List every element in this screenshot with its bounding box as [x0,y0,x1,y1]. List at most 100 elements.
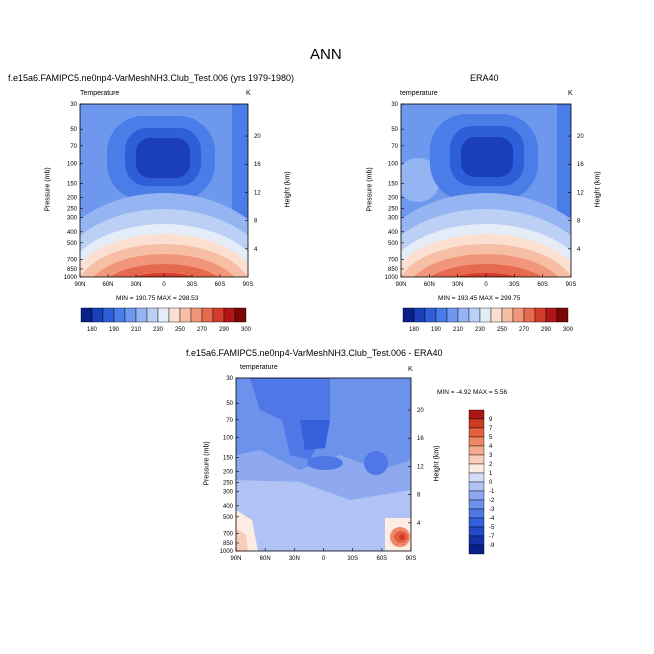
p1-ytick-label: 100 [67,161,78,167]
p3-colorbar-label: 0 [489,480,493,486]
p2-xtick-label: 60N [424,282,435,288]
p1-colorbar-swatch [124,307,137,323]
p3-colorbar-swatch [468,454,485,465]
panel3-y2label: Height (km) [433,445,441,482]
p2-ytick-label: 400 [388,230,399,236]
p2-xtick-label: 90S [566,282,577,288]
p2-colorbar-swatch [490,307,503,323]
p2-colorbar-swatch [534,307,547,323]
p1-colorbar-swatch [113,307,126,323]
p2-colorbar-swatch [479,307,492,323]
p3-colorbar-swatch [468,445,485,456]
p2-y2tick-label: 12 [577,190,584,196]
p3-colorbar-swatch [468,472,485,483]
axis-ticks-layer: 305070100150200250300400500700850100090N… [64,102,585,562]
p3-xtick-label: 30N [289,556,300,562]
p2-ytick-label: 50 [391,127,398,133]
p1-ytick-label: 150 [67,181,78,187]
p3-ytick-label: 1000 [220,549,234,555]
p3-ytick-label: 50 [226,401,233,407]
p2-colorbar-label: 290 [541,327,552,333]
p3-colorbar-swatch [468,490,485,501]
p2-colorbar-swatch [446,307,459,323]
p3-colorbar-label: 9 [489,417,493,423]
p2-ytick-label: 30 [391,102,398,108]
p3-xtick-label: 60S [376,556,387,562]
p2-colorbar-swatch [512,307,525,323]
p1-colorbar-label: 230 [153,327,164,333]
p2-colorbar-label: 250 [497,327,508,333]
p3-xtick-label: 60N [260,556,271,562]
p3-colorbar-swatch [468,481,485,492]
p2-colorbar-swatch [501,307,514,323]
p2-colorbar-swatch [556,307,569,323]
p1-colorbar-swatch [168,307,181,323]
panel2-units-label: K [568,90,573,97]
p3-colorbar-label: 3 [489,453,493,459]
p2-ytick-label: 700 [388,257,399,263]
p1-xtick-label: 90S [243,282,254,288]
p3-colorbar-swatch [468,427,485,438]
p1-xtick-label: 60N [102,282,113,288]
p1-colorbar-label: 270 [197,327,208,333]
panel2-y2label: Height (km) [594,171,602,208]
panel2-minmax: MIN = 193.45 MAX = 299.75 [438,295,521,302]
p2-colorbar-swatch [435,307,448,323]
p3-xtick-label: 90N [230,556,241,562]
p1-colorbar-swatch [223,307,236,323]
p2-colorbar-swatch [413,307,426,323]
p1-colorbar-swatch [80,307,93,323]
p1-ytick-label: 250 [67,207,78,213]
p3-ytick-label: 200 [223,470,234,476]
p2-y2tick-label: 4 [577,247,581,253]
p3-ytick-label: 150 [223,455,234,461]
p2-ytick-label: 300 [388,216,399,222]
p3-y2tick-label: 8 [417,493,421,499]
p3-colorbar-label: -4 [489,516,495,522]
p1-ytick-label: 200 [67,196,78,202]
panel2-header: ERA40 [470,73,499,83]
p1-colorbar-label: 290 [219,327,230,333]
p1-ytick-label: 700 [67,257,78,263]
panel1-units-label: K [246,90,251,97]
panel3-minmax: MIN = -4.92 MAX = 5.56 [437,389,508,396]
p1-colorbar-swatch [201,307,214,323]
p1-y2tick-label: 16 [254,162,261,168]
panel1-y2label: Height (km) [284,171,292,208]
p1-xtick-label: 30S [187,282,198,288]
p3-ytick-label: 100 [223,435,234,441]
p3-colorbar-label: -1 [489,489,495,495]
p2-colorbar-swatch [523,307,536,323]
p2-colorbar-swatch [402,307,415,323]
p1-colorbar-label: 190 [109,327,120,333]
p3-colorbar-swatch [468,517,485,528]
panel2-ylabel: Pressure (mb) [366,167,374,212]
p2-ytick-label: 500 [388,241,399,247]
p3-colorbar-swatch [468,544,485,555]
p1-colorbar-swatch [135,307,148,323]
p2-ytick-label: 850 [388,267,399,273]
p1-colorbar-swatch [190,307,203,323]
panel3-field-label: temperature [240,364,278,371]
p3-ytick-label: 250 [223,481,234,487]
p2-colorbar-label: 230 [475,327,486,333]
p2-colorbar-label: 190 [431,327,442,333]
p1-ytick-label: 500 [67,241,78,247]
panel1-frame [79,103,249,278]
p2-colorbar-swatch [457,307,470,323]
p3-colorbar-label: 7 [489,426,493,432]
p1-y2tick-label: 4 [254,247,258,253]
p2-xtick-label: 30S [509,282,520,288]
p1-y2tick-label: 12 [254,190,261,196]
p1-ytick-label: 70 [70,144,77,150]
panel3-header: f.e15a6.FAMIPC5.ne0np4-VarMeshNH3.Club_T… [186,348,443,358]
p3-xtick-label: 0 [322,556,326,562]
p3-colorbar-label: 1 [489,471,493,477]
p2-ytick-label: 200 [388,196,399,202]
p1-colorbar-swatch [91,307,104,323]
p2-colorbar-swatch [545,307,558,323]
p1-xtick-label: 90N [74,282,85,288]
p3-colorbar-swatch [468,499,485,510]
p3-y2tick-label: 16 [417,436,424,442]
p3-ytick-label: 400 [223,504,234,510]
